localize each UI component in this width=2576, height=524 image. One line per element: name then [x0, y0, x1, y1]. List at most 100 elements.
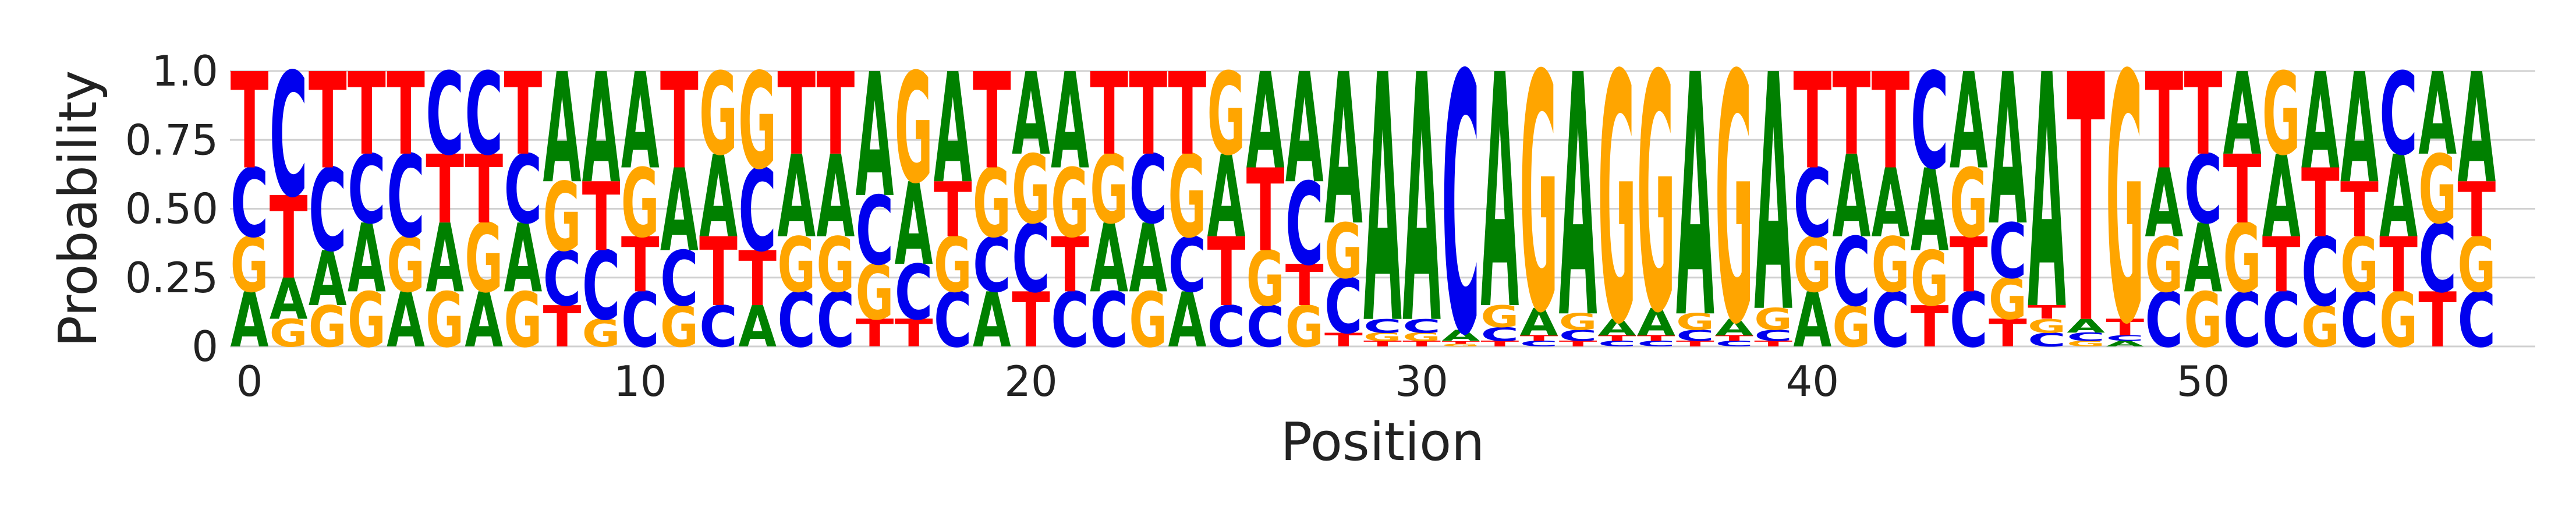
logo-letter-G: G	[621, 149, 660, 259]
logo-letter-T: T	[973, 45, 1011, 199]
logo-letter-G: G	[1012, 136, 1050, 246]
logo-letter-G: G	[2418, 136, 2457, 246]
logo-letter-T: T	[1676, 339, 1714, 348]
x-tick-label: 50	[2177, 357, 2230, 406]
logo-letter-T: T	[1441, 340, 1480, 345]
logo-letter-C: C	[1911, 45, 1949, 199]
logo-letter-A: A	[2223, 49, 2262, 181]
logo-letter-A: A	[2301, 45, 2340, 199]
logo-letter-T: T	[1480, 339, 1519, 348]
logo-letter-T: T	[504, 49, 542, 181]
logo-letter-T: T	[1715, 334, 1753, 343]
logo-letter-A: A	[1051, 45, 1089, 199]
logo-letter-T: T	[2106, 315, 2144, 341]
logo-letter-T: T	[699, 218, 738, 328]
logo-letter-A: A	[1324, 30, 1363, 272]
logo-letter-A: A	[1207, 132, 1246, 264]
logo-letter-C: C	[856, 176, 894, 286]
x-tick-label: 40	[1785, 357, 1839, 406]
logo-letter-A: A	[660, 146, 699, 278]
logo-letter-G: G	[1324, 208, 1363, 296]
logo-letter-T: T	[465, 136, 503, 245]
logo-letter-C: C	[1402, 315, 1441, 337]
logo-letter-A: A	[1950, 45, 1988, 199]
logo-letter-G: G	[2184, 277, 2223, 364]
logo-letter-G: G	[816, 222, 855, 309]
logo-letter-T: T	[1598, 334, 1636, 343]
logo-letter-C: C	[1793, 148, 1831, 259]
logo-letter-G: G	[934, 222, 972, 309]
logo-letter-C: C	[777, 277, 816, 364]
logo-letter-G: G	[1872, 222, 1910, 309]
logo-letter-A: A	[2106, 339, 2144, 348]
logo-letter-G: G	[1950, 149, 1988, 259]
logo-letter-C: C	[543, 235, 582, 323]
logo-letter-T: T	[2145, 45, 2183, 199]
logo-letter-A: A	[1480, 8, 1519, 382]
logo-letter-G: G	[1833, 294, 1871, 360]
logo-letter-C: C	[2262, 277, 2301, 364]
logo-letter-G: G	[1480, 299, 1519, 334]
logo-letter-G: G	[2340, 222, 2379, 309]
logo-letter-C: C	[1012, 203, 1050, 313]
logo-letter-C: C	[2028, 329, 2066, 351]
x-tick-label: 20	[1004, 357, 1058, 406]
logo-letter-T: T	[231, 45, 269, 199]
logo-letter-A: A	[699, 132, 738, 264]
logo-letter-G: G	[1676, 309, 1714, 335]
logo-letter-G: G	[1598, 4, 1636, 400]
logo-letter-G: G	[1207, 49, 1246, 181]
logo-letter-G: G	[348, 277, 386, 364]
logo-letter-G: G	[1637, 7, 1675, 385]
logo-letter-G: G	[2379, 277, 2418, 364]
logo-letter-A: A	[309, 235, 347, 323]
logo-letter-T: T	[426, 136, 464, 245]
logo-letter-C: C	[621, 277, 660, 364]
logo-letter-A: A	[231, 276, 269, 364]
logo-letter-A: A	[2184, 204, 2223, 314]
logo-letter-T: T	[543, 294, 582, 360]
logo-letter-A: A	[1285, 41, 1324, 217]
logo-letter-C: C	[934, 277, 972, 364]
logo-letter-G: G	[1129, 277, 1167, 364]
logo-letter-T: T	[1950, 221, 1988, 309]
logo-letter-A: A	[1363, 5, 1402, 400]
logo-letter-G: G	[856, 250, 894, 337]
logo-letter-C: C	[2418, 203, 2457, 313]
logo-letter-A: A	[2028, 8, 2066, 382]
logo-letter-T: T	[895, 312, 933, 356]
logo-letter-T: T	[1012, 277, 1050, 364]
logo-letter-C: C	[1520, 339, 1558, 348]
logo-letter-C: C	[1441, 0, 1480, 414]
logo-letter-A: A	[1989, 30, 2027, 272]
logo-letter-A: A	[738, 293, 777, 360]
logo-letter-A: A	[1872, 148, 1910, 259]
logo-letter-G: G	[1715, 4, 1753, 400]
logo-letter-A: A	[895, 160, 933, 291]
logo-letter-T: T	[1207, 218, 1246, 328]
logo-letter-G: G	[1559, 309, 1597, 335]
logo-letter-T: T	[348, 49, 386, 181]
logo-letter-A: A	[856, 37, 894, 235]
logo-letter-G: G	[504, 277, 543, 364]
logo-letter-A: A	[387, 276, 425, 364]
logo-letter-A: A	[2262, 132, 2301, 264]
logo-letter-T: T	[1911, 294, 1949, 360]
y-tick-label: 0.75	[125, 115, 218, 164]
logo-letter-C: C	[738, 144, 777, 277]
y-axis-title: Probability	[48, 70, 109, 348]
logo-letter-C: C	[1168, 222, 1207, 310]
logo-letter-T: T	[2067, 3, 2105, 399]
logo-letter-C: C	[231, 148, 269, 259]
logo-letter-C: C	[2145, 277, 2183, 364]
logo-letter-C: C	[1559, 327, 1597, 345]
logo-letter-T: T	[816, 49, 855, 181]
logo-letter-G: G	[699, 49, 738, 181]
logo-letter-C: C	[1637, 339, 1675, 348]
logo-letter-C: C	[1598, 339, 1636, 348]
logo-letter-T: T	[2223, 136, 2262, 245]
logo-letter-T: T	[270, 173, 308, 305]
logo-letter-A: A	[777, 132, 816, 264]
logo-letter-C: C	[426, 48, 464, 180]
logo-letter-C: C	[2379, 48, 2418, 180]
